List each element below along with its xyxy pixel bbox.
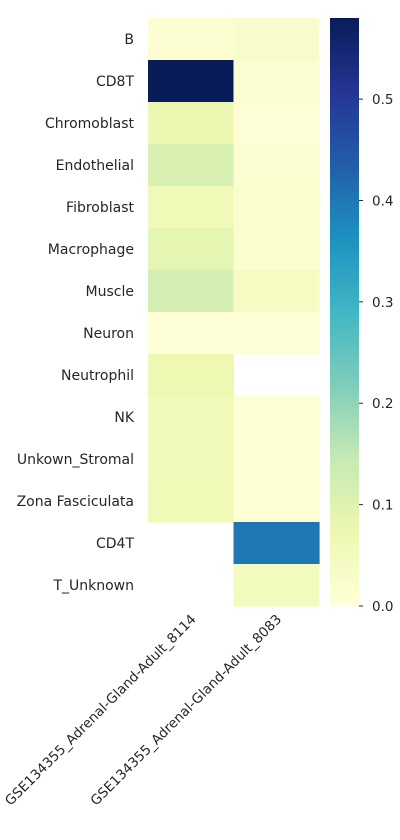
row-labels: B CD8T Chromoblast Endothelial Fibroblast Mac… [17, 32, 135, 594]
row-label: T_Unknown [52, 578, 134, 594]
heatmap-cell [148, 186, 235, 229]
heatmap-cells [148, 18, 320, 607]
row-label: Fibroblast [66, 200, 134, 216]
heatmap-cell [148, 18, 235, 61]
heatmap-cell [233, 522, 320, 565]
row-label: Zona Fasciculata [17, 494, 134, 510]
row-label: NK [114, 410, 134, 426]
heatmap-cell [233, 312, 320, 355]
row-label: B [124, 32, 134, 48]
heatmap-cell [233, 186, 320, 229]
colorbar-tick-label: 0.2 [372, 396, 393, 412]
heatmap-cell [233, 396, 320, 439]
heatmap-cell [148, 228, 235, 271]
row-label: Endothelial [56, 158, 134, 174]
heatmap-cell [233, 438, 320, 481]
colorbar-gradient [330, 18, 359, 606]
heatmap-cell [233, 228, 320, 271]
heatmap-cell [233, 480, 320, 523]
colorbar-ticks: 0.0 0.1 0.2 0.3 0.4 0.5 [359, 92, 393, 615]
row-label: Chromoblast [45, 116, 135, 132]
heatmap-cell [233, 102, 320, 145]
heatmap-cell [233, 564, 320, 607]
colorbar-tick-label: 0.0 [372, 599, 393, 615]
row-label: CD8T [96, 74, 134, 90]
column-labels: GSE134355_Adrenal-Gland-Adult_8114GSE134… [2, 612, 285, 810]
row-label: Unkown_Stromal [17, 452, 134, 468]
heatmap-cell [233, 18, 320, 61]
column-label: GSE134355_Adrenal-Gland-Adult_8083 [88, 612, 286, 810]
heatmap-cell [148, 102, 235, 145]
heatmap-cell [148, 144, 235, 187]
column-label: GSE134355_Adrenal-Gland-Adult_8114 [2, 612, 200, 810]
row-label: Muscle [86, 284, 134, 300]
heatmap-cell [148, 354, 235, 397]
row-label: Macrophage [48, 242, 134, 258]
heatmap-cell [148, 480, 235, 523]
row-label: Neutrophil [61, 368, 134, 384]
colorbar: 0.0 0.1 0.2 0.3 0.4 0.5 [330, 18, 393, 615]
colorbar-tick-label: 0.1 [372, 498, 393, 514]
heatmap-cell [148, 438, 235, 481]
colorbar-tick-label: 0.4 [372, 193, 393, 209]
heatmap-cell [233, 270, 320, 313]
row-label: CD4T [96, 536, 134, 552]
heatmap-cell [148, 312, 235, 355]
colorbar-tick-label: 0.5 [372, 92, 393, 108]
heatmap-cell [148, 396, 235, 439]
heatmap-cell [233, 60, 320, 103]
heatmap-cell [148, 60, 235, 103]
heatmap-cell [148, 270, 235, 313]
row-label: Neuron [83, 326, 134, 342]
colorbar-tick-label: 0.3 [372, 295, 393, 311]
heatmap-cell [233, 144, 320, 187]
